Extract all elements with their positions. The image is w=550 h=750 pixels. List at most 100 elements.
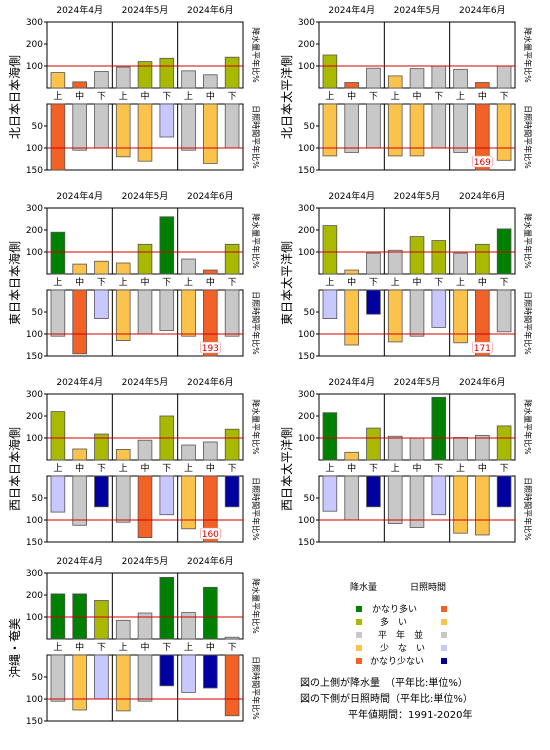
dekad-label: 上	[119, 277, 128, 288]
sunshine-bar	[409, 475, 425, 528]
month-label: 2024年6月	[459, 190, 506, 202]
sunshine-bar	[431, 475, 447, 516]
month-label: 2024年5月	[122, 4, 169, 16]
sunshine-axis-label: 日照時間平年比%	[523, 105, 533, 169]
sunshine-bar	[137, 654, 153, 702]
sunshine-bar	[366, 289, 381, 315]
dekad-label: 中	[412, 276, 421, 288]
sunshine-axis-label: 日照時間平年比%	[523, 477, 533, 541]
precip-axis-label: 降水量平年比%	[523, 213, 533, 269]
region-title: 東日本太平洋側	[279, 241, 294, 325]
sunshine-bar	[475, 475, 490, 536]
precip-tick-label: 100	[26, 613, 43, 623]
sunshine-bar	[94, 289, 109, 320]
precip-bar	[137, 612, 153, 640]
month-label: 2024年5月	[394, 4, 441, 16]
sunshine-bar	[50, 103, 66, 171]
precip-bar	[137, 61, 153, 89]
region-title: 北日本太平洋側	[279, 55, 294, 139]
sunshine-bar	[50, 475, 66, 513]
legend-item-label: かなり多い	[372, 605, 418, 615]
precip-bar	[203, 74, 218, 89]
dekad-label: 中	[140, 462, 149, 474]
legend-sun-swatch	[441, 645, 447, 651]
precip-bar	[409, 68, 425, 89]
precip-bar	[94, 71, 109, 89]
sunshine-axis-label: 日照時間平年比%	[523, 291, 533, 355]
dekad-label: 中	[206, 276, 215, 288]
sunshine-bar	[94, 103, 109, 149]
dekad-label: 下	[162, 643, 171, 653]
sunshine-bar	[115, 289, 131, 341]
region-title: 東日本日本海側	[7, 241, 22, 325]
sunshine-tick-label: 50	[304, 122, 316, 132]
sunshine-bar	[181, 103, 196, 151]
precip-bar	[72, 263, 87, 275]
sunshine-bar	[453, 103, 468, 153]
legend-item-label: かなり少ない	[370, 657, 425, 667]
sunshine-bar	[344, 475, 359, 521]
sunshine-bar	[387, 475, 403, 524]
sunshine-bar	[387, 103, 403, 157]
dekad-label: 下	[500, 278, 509, 288]
precip-tick-label: 100	[298, 62, 315, 72]
sunshine-bar	[72, 475, 87, 526]
dekad-label: 上	[325, 91, 334, 102]
dekad-label: 下	[97, 92, 106, 102]
precip-tick-label: 100	[26, 62, 43, 72]
precip-bar	[431, 396, 447, 461]
precip-bar	[409, 437, 425, 461]
legend-precip-swatch	[356, 645, 362, 651]
dekad-label: 下	[369, 278, 378, 288]
legend-sun-header: 日照時間	[410, 583, 447, 593]
precip-tick-label: 300	[298, 390, 315, 400]
month-label: 2024年6月	[187, 376, 234, 388]
sunshine-bar	[496, 103, 512, 161]
dekad-label: 上	[456, 463, 465, 474]
sunshine-bar	[366, 103, 381, 149]
precip-bar	[496, 65, 512, 89]
dekad-label: 上	[53, 463, 62, 474]
legend-item-label: 少 な い	[380, 644, 426, 654]
dekad-label: 中	[347, 462, 356, 474]
dekad-label: 上	[325, 463, 334, 474]
sunshine-bar	[409, 103, 425, 157]
legend-note: 図の下側が日照時間（平年比:単位%）	[300, 694, 473, 705]
precip-bar	[203, 269, 218, 275]
legend-sun-swatch	[441, 658, 447, 664]
precip-bar	[366, 67, 381, 89]
sunshine-bar	[431, 103, 447, 149]
dekad-label: 下	[228, 278, 237, 288]
precip-bar	[72, 81, 87, 89]
legend-item-label: 多 い	[380, 618, 408, 628]
sunshine-bar	[159, 103, 175, 138]
sunshine-bar	[159, 475, 175, 516]
dekad-label: 中	[206, 90, 215, 102]
region-title: 西日本太平洋側	[279, 427, 294, 511]
sunshine-tick-label: 50	[32, 673, 44, 683]
dekad-label: 上	[53, 642, 62, 653]
dekad-label: 中	[412, 462, 421, 474]
precip-tick-label: 200	[26, 40, 43, 50]
dekad-label: 上	[184, 91, 193, 102]
precip-tick-label: 300	[26, 204, 43, 214]
dekad-label: 下	[162, 92, 171, 102]
sunshine-bar	[224, 654, 240, 717]
precip-bar	[453, 252, 468, 275]
precip-tick-label: 100	[26, 434, 43, 444]
precip-bar	[387, 435, 403, 461]
sunshine-tick-label: 150	[298, 166, 315, 176]
precip-bar	[453, 68, 468, 89]
dekad-label: 下	[500, 92, 509, 102]
dekad-label: 下	[228, 464, 237, 474]
sunshine-bar	[431, 289, 447, 328]
month-label: 2024年4月	[328, 190, 375, 202]
dekad-label: 中	[75, 90, 84, 102]
precip-bar	[366, 427, 381, 461]
sunshine-bar	[453, 289, 468, 344]
region-title: 北日本日本海側	[7, 55, 22, 139]
sunshine-tick-label: 50	[304, 308, 316, 318]
